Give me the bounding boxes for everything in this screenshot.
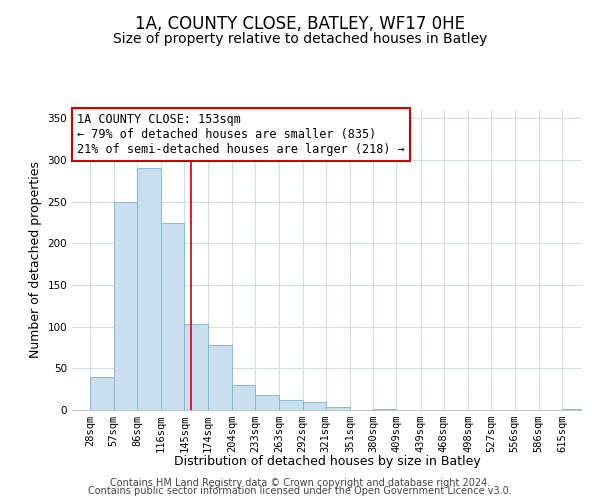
Bar [326,406,350,410]
Bar [255,395,279,410]
Bar [562,409,585,410]
Bar [161,222,184,410]
Bar [184,324,208,410]
X-axis label: Distribution of detached houses by size in Batley: Distribution of detached houses by size … [173,455,481,468]
Text: 1A, COUNTY CLOSE, BATLEY, WF17 0HE: 1A, COUNTY CLOSE, BATLEY, WF17 0HE [135,15,465,33]
Bar [232,385,255,410]
Bar [91,376,114,410]
Bar [373,409,397,410]
Bar [208,345,232,410]
Text: Size of property relative to detached houses in Batley: Size of property relative to detached ho… [113,32,487,46]
Bar [302,402,326,410]
Y-axis label: Number of detached properties: Number of detached properties [29,162,42,358]
Text: 1A COUNTY CLOSE: 153sqm
← 79% of detached houses are smaller (835)
21% of semi-d: 1A COUNTY CLOSE: 153sqm ← 79% of detache… [77,113,405,156]
Text: Contains public sector information licensed under the Open Government Licence v3: Contains public sector information licen… [88,486,512,496]
Bar [137,168,161,410]
Bar [114,202,137,410]
Bar [279,400,302,410]
Text: Contains HM Land Registry data © Crown copyright and database right 2024.: Contains HM Land Registry data © Crown c… [110,478,490,488]
